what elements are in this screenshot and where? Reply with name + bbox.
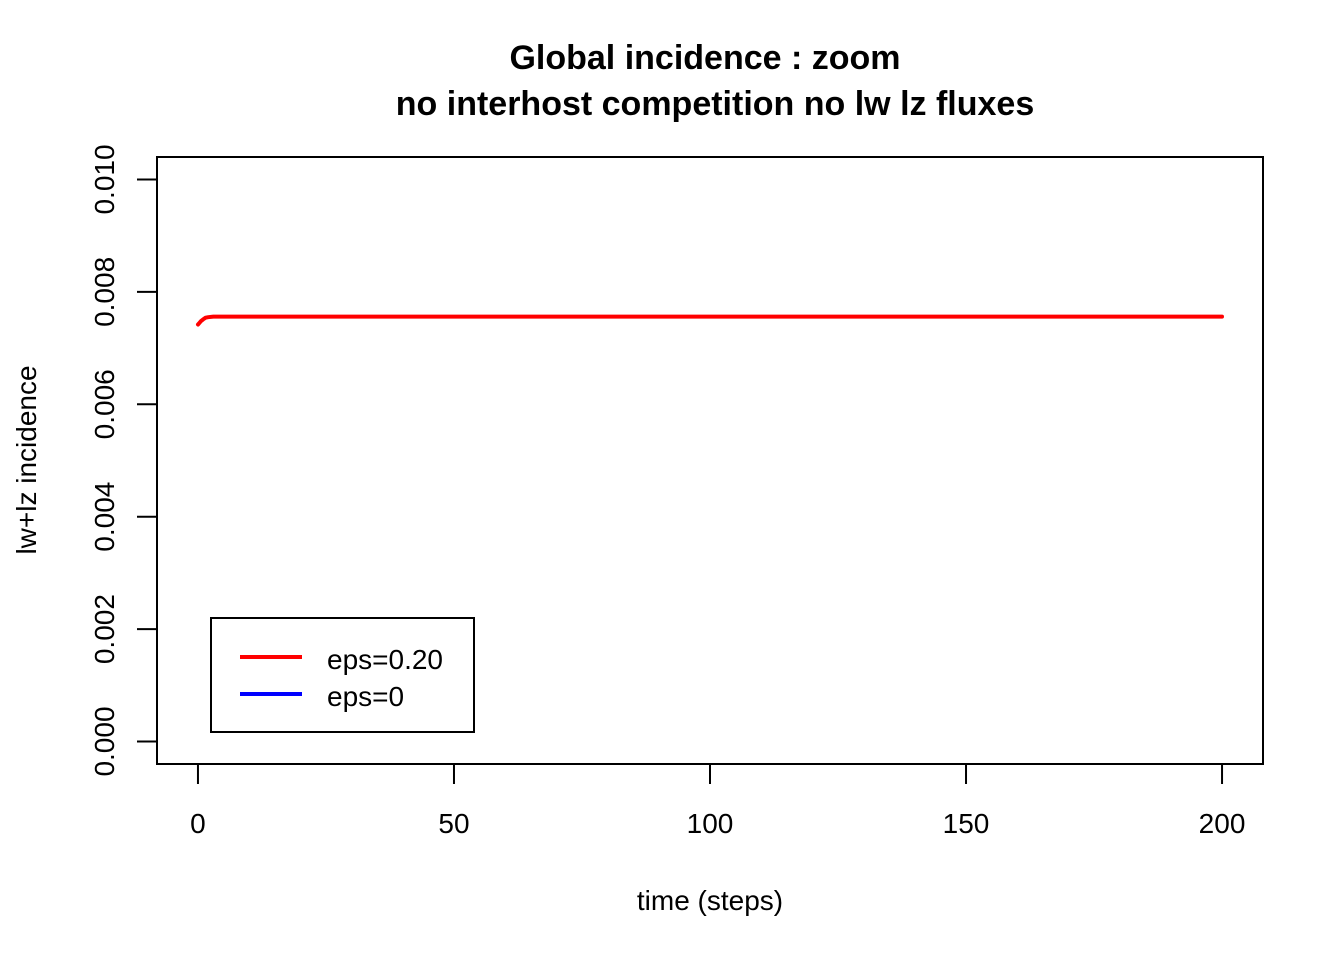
chart-title-line2: no interhost competition no lw lz fluxes [396, 85, 1034, 123]
x-tick-label: 50 [438, 808, 469, 839]
y-tick-label: 0.004 [89, 482, 120, 552]
y-tick-label: 0.002 [89, 594, 120, 664]
x-tick-label: 100 [687, 808, 734, 839]
legend: eps=0.20 eps=0 [210, 617, 475, 733]
chart-title-line1: Global incidence : zoom [509, 39, 900, 77]
legend-label-eps-020: eps=0.20 [327, 644, 443, 675]
x-axis: 0 50 100 150 200 [190, 763, 1246, 839]
y-tick-label: 0.006 [89, 369, 120, 439]
y-axis-label: lw+lz incidence [11, 365, 42, 554]
x-tick-label: 200 [1199, 808, 1246, 839]
legend-box [210, 617, 475, 733]
legend-label-eps-0: eps=0 [327, 681, 404, 712]
series-line-0 [196, 314, 1224, 327]
y-tick-label: 0.000 [89, 706, 120, 776]
x-axis-label: time (steps) [637, 885, 783, 916]
x-tick-label: 0 [190, 808, 206, 839]
y-axis: 0.000 0.002 0.004 0.006 0.008 0.010 [89, 144, 158, 777]
series-layer [196, 314, 1224, 327]
y-tick-label: 0.010 [89, 144, 120, 214]
x-tick-label: 150 [943, 808, 990, 839]
y-tick-label: 0.008 [89, 257, 120, 327]
